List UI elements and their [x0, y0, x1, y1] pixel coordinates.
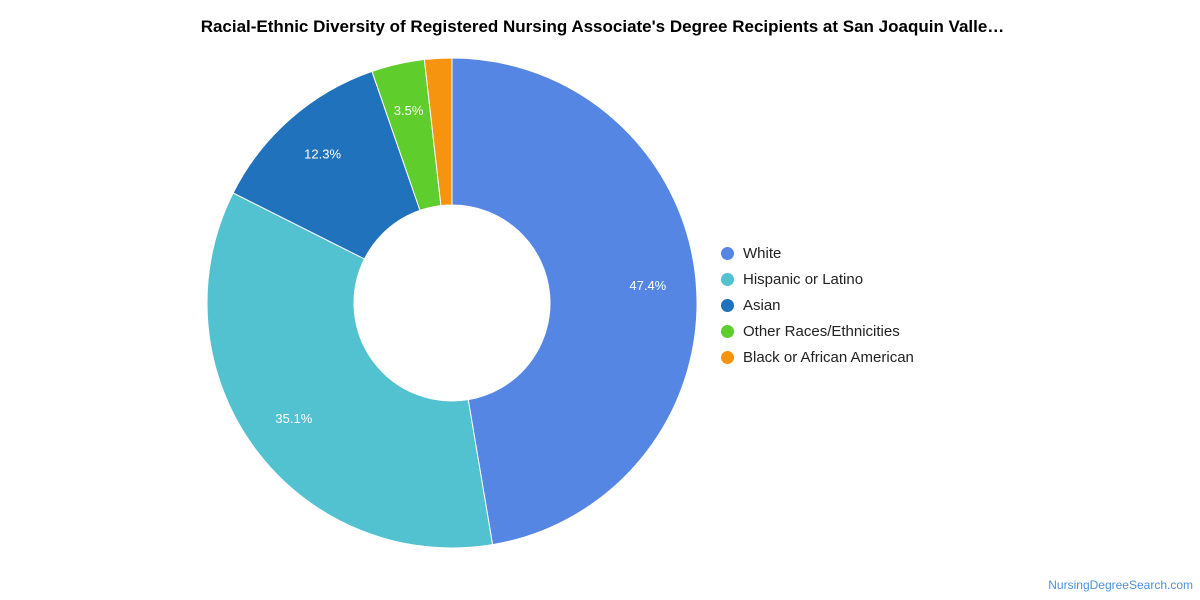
- chart-title: Racial-Ethnic Diversity of Registered Nu…: [200, 17, 1005, 36]
- source-credit[interactable]: NursingDegreeSearch.com: [1048, 578, 1193, 592]
- legend-label: White: [743, 244, 782, 262]
- legend-label: Hispanic or Latino: [743, 270, 864, 288]
- legend-swatch: [721, 298, 734, 312]
- legend-swatch: [721, 324, 734, 338]
- slice-hispanic-or-latino[interactable]: [206, 192, 494, 549]
- legend-item-black-or-african-american[interactable]: Black or African American: [721, 344, 1041, 370]
- data-label-other-races-ethnicities: 3.5%: [394, 103, 424, 118]
- legend-item-hispanic-or-latino[interactable]: Hispanic or Latino: [721, 266, 1041, 292]
- legend-swatch: [721, 272, 734, 286]
- data-label-asian: 12.3%: [304, 147, 341, 162]
- legend-item-white[interactable]: White: [721, 240, 1041, 266]
- data-label-hispanic-or-latino: 35.1%: [275, 411, 312, 426]
- chart-legend: White Hispanic or Latino Asian Other Races/…: [721, 240, 1041, 370]
- legend-swatch: [721, 246, 734, 260]
- legend-label: Asian: [743, 296, 781, 314]
- legend-item-other-races-ethnicities[interactable]: Other Races/Ethnicities: [721, 318, 1041, 344]
- legend-label: Other Races/Ethnicities: [743, 322, 900, 340]
- slice-black-or-african-american[interactable]: [423, 57, 453, 207]
- legend-label: Black or African American: [743, 348, 914, 366]
- slice-white[interactable]: [451, 57, 698, 546]
- data-label-white: 47.4%: [629, 278, 666, 293]
- slice-asian[interactable]: [232, 70, 421, 260]
- legend-item-asian[interactable]: Asian: [721, 292, 1041, 318]
- legend-swatch: [721, 350, 734, 364]
